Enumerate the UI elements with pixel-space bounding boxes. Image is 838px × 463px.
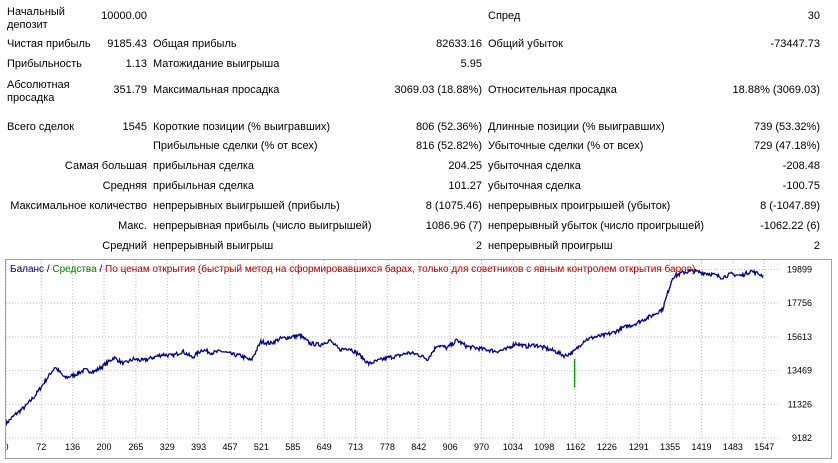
x-tick-label: 1291 (629, 442, 649, 452)
balance-line (6, 268, 764, 426)
x-tick-label: 1162 (566, 442, 585, 452)
x-tick-label: 778 (380, 442, 395, 452)
x-tick-label: 649 (317, 442, 332, 452)
x-tick-label: 1226 (597, 442, 617, 452)
average-consecutive-wins-value: 2 (475, 240, 482, 252)
max-consecutive-losses-label: непрерывных проигрышей (убыток) (488, 200, 671, 212)
x-tick-label: 72 (36, 442, 46, 452)
y-tick-label: 15613 (787, 332, 812, 342)
spread-label: Спред (488, 10, 521, 22)
profit-trades-value: 816 (52.82%) (415, 140, 482, 152)
max-consecutive-wins-label: непрерывных выигрышей (прибыль) (153, 200, 340, 212)
profit-trades-label: Прибыльные сделки (% от всех) (153, 140, 318, 152)
maximal-consecutive-loss-value: -1062.22 (6) (760, 220, 820, 232)
legend-separator: / (96, 264, 106, 275)
x-tick-label: 1547 (754, 442, 774, 452)
y-tick-label: 17756 (787, 298, 812, 308)
x-tick-label: 457 (222, 442, 237, 452)
x-tick-label: 1355 (660, 442, 680, 452)
short-positions-label: Короткие позиции (% выигравших) (153, 121, 331, 133)
x-tick-label: 329 (160, 442, 175, 452)
maximum-consecutive-label: Максимальное количество (10, 200, 147, 212)
gross-profit-label: Общая прибыль (153, 38, 237, 50)
y-tick-label: 11326 (788, 399, 812, 409)
x-tick-label: 521 (254, 442, 269, 452)
x-tick-label: 1483 (723, 442, 743, 452)
absolute-drawdown-label: Абсолютная просадка (7, 79, 70, 104)
average-consecutive-label: Средний (102, 240, 147, 252)
legend-balance: Баланс (10, 264, 45, 275)
expected-payoff-value: 5.95 (460, 58, 482, 70)
expected-payoff-label: Матожидание выигрыша (153, 58, 280, 70)
legend-separator: / (44, 264, 53, 275)
average-loss-value: -100.75 (782, 180, 820, 192)
x-tick-label: 713 (348, 442, 363, 452)
x-tick-label: 136 (65, 442, 80, 452)
net-profit-value: 9185.43 (107, 38, 147, 50)
x-tick-label: 970 (474, 442, 489, 452)
maximal-label: Макс. (118, 220, 147, 232)
x-tick-label: 393 (191, 442, 206, 452)
short-positions-value: 806 (52.36%) (415, 121, 482, 133)
x-tick-label: 0 (6, 442, 9, 452)
average-consecutive-losses-value: 2 (813, 240, 820, 252)
spread-value: 30 (807, 10, 820, 22)
average-loss-label: убыточная сделка (488, 180, 581, 192)
average-consecutive-losses-label: непрерывный проигрыш (488, 240, 613, 252)
balance-chart: 0 72 136 200 265 329 393 457 521 585 649 713 778 842 9… (5, 259, 832, 459)
initial-deposit-label: Начальный депозит (7, 6, 65, 31)
initial-deposit-value: 10000.00 (101, 10, 147, 22)
maximal-consecutive-profit-label: непрерывная прибыль (число выигрышей) (153, 220, 372, 232)
maximal-drawdown-value: 3069.03 (18.88%) (394, 84, 482, 96)
maximal-consecutive-profit-value: 1086.96 (7) (425, 220, 482, 232)
x-tick-label: 1098 (534, 442, 554, 452)
largest-loss-label: убыточная сделка (488, 160, 581, 172)
total-trades-value: 1545 (122, 121, 147, 133)
long-positions-label: Длинные позиции (% выигравших) (488, 121, 665, 133)
gross-profit-value: 82633.16 (436, 38, 482, 50)
x-tick-label: 200 (97, 442, 112, 452)
relative-drawdown-label: Относительная просадка (488, 84, 617, 96)
legend-model-note: По ценам открытия (быстрый метод на сфор… (105, 264, 696, 275)
profit-factor-value: 1.13 (125, 58, 147, 70)
relative-drawdown-value: 18.88% (3069.03) (732, 84, 820, 96)
x-tick-label: 585 (285, 442, 300, 452)
average-label: Средняя (102, 180, 147, 192)
absolute-drawdown-value: 351.79 (113, 84, 147, 96)
x-tick-label: 906 (443, 442, 458, 452)
largest-loss-value: -208.48 (782, 160, 820, 172)
gross-loss-label: Общий убыток (488, 38, 563, 50)
largest-profit-label: прибыльная сделка (153, 160, 255, 172)
loss-trades-label: Убыточные сделки (% от всех) (488, 140, 644, 152)
average-consecutive-wins-label: непрерывный выигрыш (153, 240, 274, 252)
maximal-consecutive-loss-label: непрерывный убыток (число проигрышей) (488, 220, 705, 232)
gross-loss-value: -73447.73 (770, 38, 820, 50)
profit-factor-label: Прибыльность (7, 58, 82, 70)
loss-trades-value: 729 (47.18%) (753, 140, 820, 152)
average-profit-value: 101.27 (448, 180, 482, 192)
y-tick-label: 19899 (787, 264, 812, 274)
largest-label: Самая большая (64, 160, 147, 172)
average-profit-label: прибыльная сделка (153, 180, 255, 192)
maximal-drawdown-label: Максимальная просадка (153, 84, 280, 96)
balance-chart-svg: 0 72 136 200 265 329 393 457 521 585 649 713 778 842 9… (6, 260, 812, 452)
x-tick-label: 1419 (692, 442, 712, 452)
legend-equity: Средства (52, 264, 97, 275)
y-tick-label: 9182 (792, 433, 812, 443)
largest-profit-value: 204.25 (448, 160, 482, 172)
max-consecutive-wins-value: 8 (1075.46) (425, 200, 482, 212)
long-positions-value: 739 (53.32%) (753, 121, 820, 133)
net-profit-label: Чистая прибыль (7, 38, 91, 50)
x-tick-label: 842 (411, 442, 426, 452)
x-tick-label: 1034 (503, 442, 523, 452)
max-consecutive-losses-value: 8 (-1047.89) (760, 200, 820, 212)
chart-legend: Баланс / Средства / По ценам открытия (б… (10, 264, 695, 275)
y-tick-label: 13469 (787, 366, 812, 376)
total-trades-label: Всего сделок (7, 121, 75, 133)
x-tick-label: 265 (128, 442, 143, 452)
